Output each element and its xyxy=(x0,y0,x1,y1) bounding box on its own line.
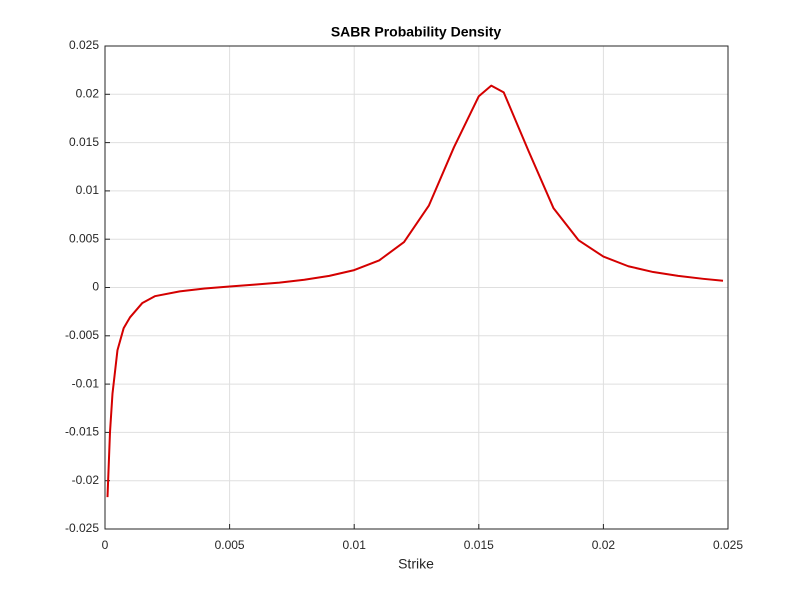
chart-title: SABR Probability Density xyxy=(331,24,502,40)
y-tick-label: 0.015 xyxy=(69,135,99,149)
x-tick-label: 0.01 xyxy=(343,538,367,552)
y-tick-label: 0.005 xyxy=(69,231,99,245)
y-tick-label: -0.015 xyxy=(65,425,99,439)
x-tick-label: 0 xyxy=(102,538,109,552)
y-tick-label: -0.01 xyxy=(72,376,100,390)
y-tick-label: 0 xyxy=(92,280,99,294)
x-tick-label: 0.015 xyxy=(464,538,494,552)
x-axis-label: Strike xyxy=(398,556,434,572)
x-tick-label: 0.02 xyxy=(592,538,616,552)
y-tick-label: 0.01 xyxy=(76,183,100,197)
y-tick-label: 0.02 xyxy=(76,86,100,100)
y-tick-label: -0.005 xyxy=(65,328,99,342)
y-tick-label: -0.02 xyxy=(72,473,100,487)
x-tick-label: 0.025 xyxy=(713,538,743,552)
axes-box xyxy=(104,45,729,530)
y-tick-label: -0.025 xyxy=(65,521,99,535)
data-line xyxy=(106,84,724,498)
y-tick-label: 0.025 xyxy=(69,38,99,52)
x-tick-label: 0.005 xyxy=(215,538,245,552)
